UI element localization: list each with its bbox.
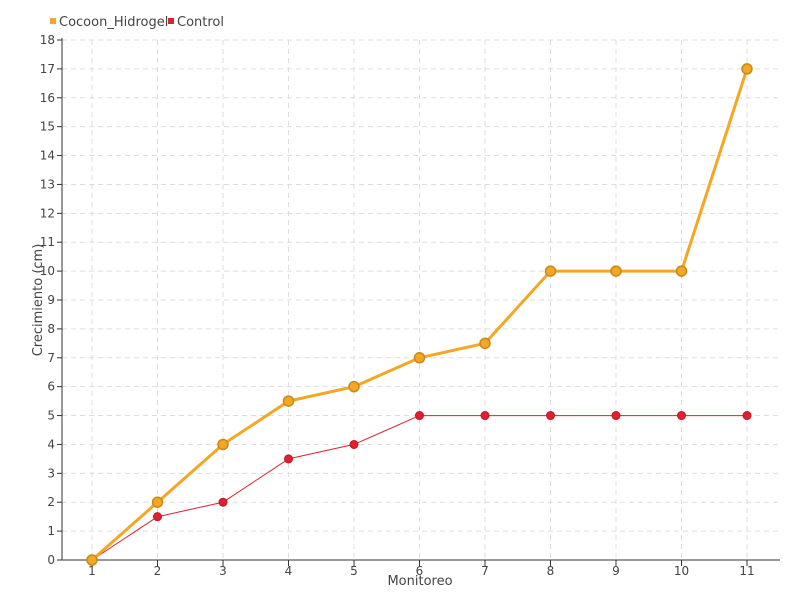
data-point [282,395,295,407]
y-tick-label: 11 [40,235,55,249]
y-tick-label: 7 [47,351,55,365]
data-point [677,411,686,421]
series-cocoon-hidrogel [86,63,753,566]
data-point [546,411,555,421]
y-tick-label: 16 [40,91,55,105]
data-point [479,337,491,350]
x-tick-label: 9 [612,564,620,578]
legend-swatch [50,18,56,24]
x-tick-label: 1 [88,564,96,578]
x-tick-label: 7 [481,564,489,578]
y-tick-label: 3 [47,466,55,480]
legend: Cocoon_Hidrogel Control [50,15,224,30]
x-axis-title: Monitoreo [387,574,452,589]
x-tick-label: 8 [547,564,555,578]
data-point [610,265,622,277]
y-tick-label: 17 [40,62,55,76]
y-tick-label: 9 [47,293,55,307]
y-tick-label: 12 [40,206,55,220]
y-tick-label: 0 [47,553,55,567]
data-point [349,439,359,449]
x-tick-label: 11 [739,564,754,578]
data-point [86,554,98,566]
x-tick-label: 5 [350,564,358,578]
y-tick-label: 13 [40,177,55,191]
y-tick-label: 5 [47,409,55,423]
legend-label: Cocoon_Hidrogel [59,15,168,30]
y-tick-label: 6 [47,380,55,394]
grid-lines [62,39,780,560]
series-control [87,411,752,565]
x-tick-label: 10 [674,564,689,578]
data-point [675,265,688,277]
data-point [217,438,229,451]
data-point [153,512,162,522]
data-point [544,265,557,277]
y-tick-label: 2 [47,495,55,509]
y-tick-label: 15 [40,120,55,134]
y-tick-label: 10 [40,264,55,278]
data-point [741,63,753,75]
data-point [742,411,752,421]
x-tick-label: 4 [285,564,293,578]
x-tick-label: 3 [219,564,227,578]
data-point [348,380,360,393]
legend-item: Cocoon_Hidrogel [50,15,168,30]
legend-item: Control [168,15,224,30]
y-tick-label: 1 [47,524,55,538]
data-point [218,497,228,507]
legend-swatch [168,18,174,24]
x-tick-label: 6 [416,564,424,578]
y-tick-label: 14 [40,149,55,163]
y-tick-label: 18 [40,33,55,47]
axes [57,38,780,566]
data-point [284,454,293,464]
y-tick-label: 4 [47,437,55,451]
data-point [415,411,424,421]
y-tick-label: 8 [47,322,55,336]
x-tick-label: 2 [154,564,162,578]
data-point [480,411,490,421]
series-layer [86,63,753,566]
legend-label: Control [177,15,224,30]
data-point [151,496,164,508]
data-point [413,352,426,364]
y-axis-title: Crecimiento (cm) [31,244,46,357]
data-point [611,411,621,421]
